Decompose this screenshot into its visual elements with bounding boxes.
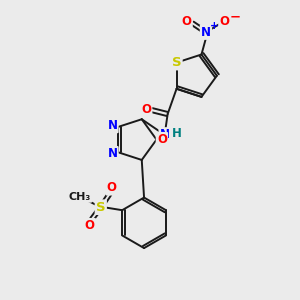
Text: −: −: [230, 10, 241, 23]
Text: +: +: [210, 21, 219, 31]
Text: N: N: [160, 128, 170, 141]
Text: O: O: [157, 133, 167, 146]
Text: CH₃: CH₃: [69, 192, 91, 202]
Text: S: S: [96, 201, 106, 214]
Text: S: S: [172, 56, 182, 69]
Text: N: N: [107, 119, 118, 132]
Text: O: O: [219, 15, 230, 28]
Text: H: H: [172, 128, 182, 140]
Text: N: N: [201, 26, 211, 39]
Text: O: O: [182, 15, 192, 28]
Text: O: O: [107, 182, 117, 194]
Text: N: N: [107, 147, 118, 160]
Text: O: O: [141, 103, 151, 116]
Text: O: O: [85, 219, 95, 232]
